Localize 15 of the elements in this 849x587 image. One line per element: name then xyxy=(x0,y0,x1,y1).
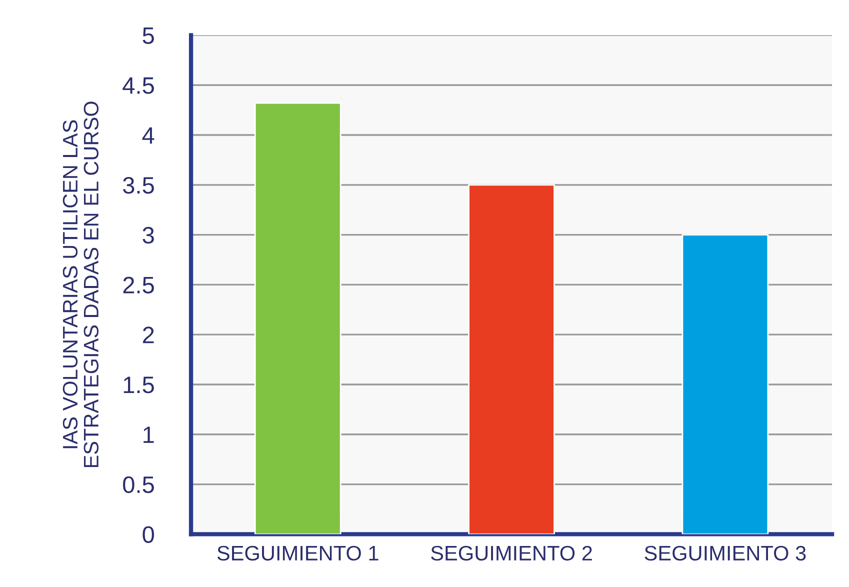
y-tick-label: 3 xyxy=(142,226,154,244)
y-tick-label: 1.5 xyxy=(124,376,154,394)
y-tick-label: 0 xyxy=(142,526,154,543)
y-tick-label: 4.5 xyxy=(122,77,154,94)
y-tick-label: 3.5 xyxy=(122,176,154,194)
y-tick-label: 5 xyxy=(142,28,154,44)
y-tick-label: 1 xyxy=(144,426,154,443)
y-tick-label: 0.5 xyxy=(123,476,154,494)
y-tick-label: 2 xyxy=(142,326,154,344)
y-tick-label: 4 xyxy=(142,127,154,144)
x-tick-label: SEGUIMIENTO 1 xyxy=(217,546,378,561)
x-tick-label: SEGUIMIENTO 3 xyxy=(644,546,806,561)
x-tick-label: SEGUIMIENTO 2 xyxy=(431,546,592,561)
y-tick-label: 2.5 xyxy=(123,276,154,294)
y-axis-title: IAS VOLUNTARIAS UTILICEN LAS ESTRATEGIAS DADAS EN EL CURSO xyxy=(62,102,99,468)
